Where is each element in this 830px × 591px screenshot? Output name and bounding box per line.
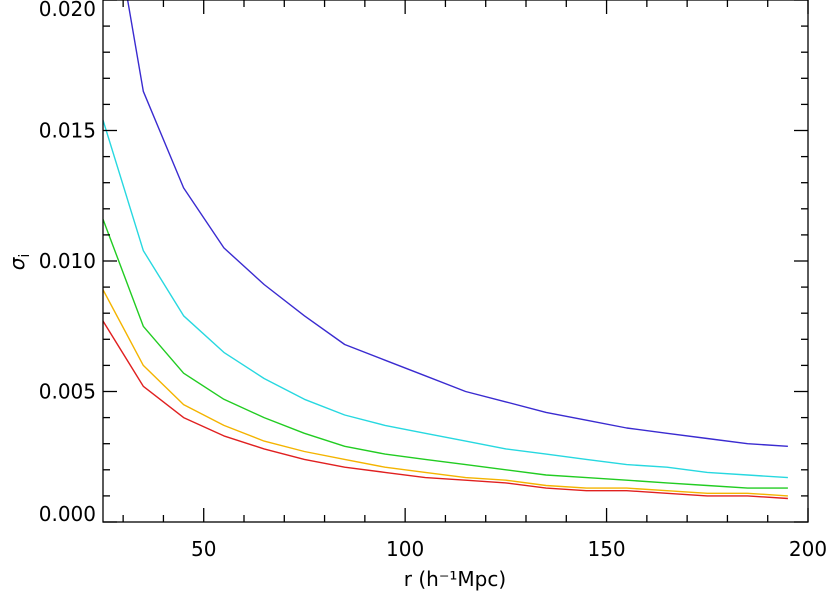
y-axis-label: σi	[5, 254, 33, 271]
series-line-4	[103, 289, 788, 497]
series-layer	[103, 0, 788, 500]
plot-frame	[102, 0, 809, 523]
y-axis-label-symbol: σ	[5, 256, 29, 270]
y-tick-label: 0.000	[39, 502, 96, 526]
x-tick-label: 150	[587, 537, 625, 561]
y-tick-label: 0.020	[39, 0, 96, 21]
y-tick-label: 0.010	[39, 249, 96, 273]
y-tick-label: 0.005	[39, 380, 96, 404]
series-line-5	[103, 320, 788, 500]
axes-layer: 50 100 150 200 0.000 0.005 0.010 0.015 0.020	[39, 0, 827, 561]
x-tick-label: 200	[789, 537, 827, 561]
y-axis-label-subscript: i	[17, 254, 33, 258]
series-line-2	[103, 119, 788, 479]
x-tick-label: 50	[191, 537, 216, 561]
series-line-3	[103, 218, 788, 489]
series-line-1	[126, 0, 788, 447]
x-axis-label: r (h⁻¹Mpc)	[404, 567, 506, 591]
x-tick-label: 100	[386, 537, 424, 561]
y-tick-label: 0.015	[39, 119, 96, 143]
